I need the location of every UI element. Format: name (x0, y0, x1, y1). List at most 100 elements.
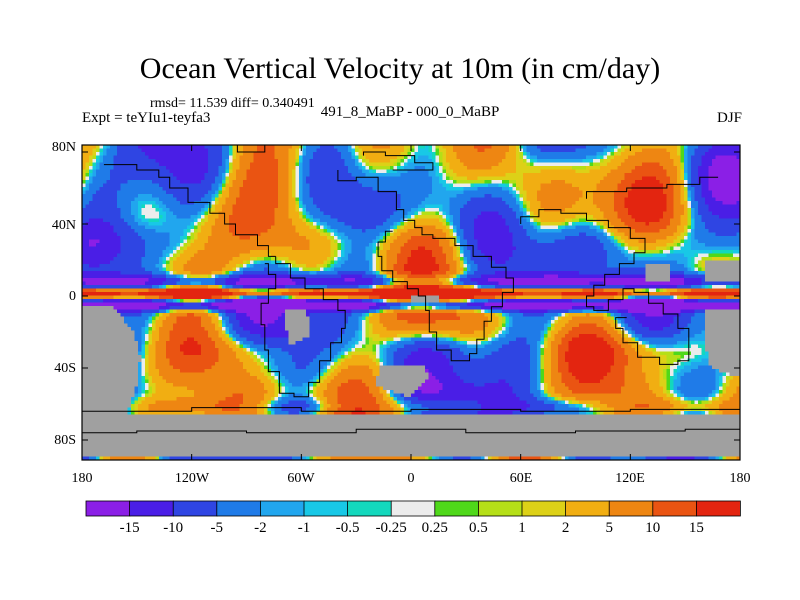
field-cell (467, 208, 471, 212)
field-cell (477, 218, 482, 223)
field-cell (449, 229, 454, 233)
field-cell (232, 173, 237, 177)
field-cell (117, 169, 121, 174)
field-cell (470, 183, 475, 188)
field-cell (708, 187, 713, 191)
field-cell (442, 222, 447, 226)
field-cell (474, 162, 478, 167)
field-cell (316, 236, 321, 240)
field-cell (236, 197, 240, 202)
field-cell (509, 173, 513, 177)
field-cell (726, 218, 730, 223)
field-cell (414, 173, 419, 177)
field-cell (267, 166, 272, 170)
field-cell (89, 155, 93, 160)
field-cell (183, 166, 188, 170)
field-cell (694, 208, 699, 212)
field-cell (645, 215, 650, 219)
field-cell (495, 169, 499, 174)
field-cell (642, 215, 646, 219)
field-cell (166, 225, 170, 230)
field-cell (173, 229, 177, 233)
field-cell (533, 148, 538, 153)
field-cell (194, 183, 198, 188)
field-cell (425, 211, 429, 216)
field-cell (470, 232, 475, 237)
field-cell (260, 211, 265, 216)
field-cell (645, 201, 650, 205)
field-cell (124, 232, 128, 237)
field-cell (194, 190, 198, 195)
field-cell (309, 204, 314, 209)
field-cell (474, 152, 478, 156)
field-cell (596, 204, 601, 209)
field-cell (404, 229, 408, 233)
field-cell (89, 215, 93, 219)
field-cell (117, 183, 121, 188)
field-cell (484, 215, 489, 219)
field-cell (418, 187, 422, 191)
field-cell (229, 166, 233, 170)
field-cell (89, 166, 93, 170)
field-cell (712, 208, 716, 212)
field-cell (285, 208, 289, 212)
field-cell (659, 155, 664, 160)
field-cell (120, 148, 125, 153)
field-cell (726, 197, 730, 202)
field-cell (250, 222, 254, 226)
field-cell (337, 180, 342, 184)
field-cell (701, 229, 706, 233)
field-cell (421, 155, 426, 160)
field-cell (358, 169, 363, 174)
field-cell (183, 187, 188, 191)
field-cell (474, 190, 478, 195)
field-cell (425, 155, 429, 160)
field-cell (197, 176, 202, 181)
field-cell (173, 155, 177, 160)
field-cell (362, 197, 366, 202)
field-cell (232, 155, 237, 160)
field-cell (442, 155, 447, 160)
field-cell (526, 194, 531, 198)
field-cell (299, 197, 303, 202)
field-cell (694, 187, 699, 191)
field-cell (467, 197, 471, 202)
field-cell (656, 187, 660, 191)
field-cell (488, 169, 492, 174)
field-cell (320, 166, 324, 170)
field-cell (124, 166, 128, 170)
field-cell (663, 190, 667, 195)
field-cell (456, 166, 461, 170)
field-cell (460, 208, 464, 212)
field-cell (610, 215, 615, 219)
field-cell (481, 145, 485, 149)
field-cell (313, 201, 317, 205)
field-cell (316, 169, 321, 174)
field-cell (222, 173, 226, 177)
field-cell (211, 208, 216, 212)
field-cell (397, 197, 401, 202)
field-cell (383, 145, 387, 149)
field-cell (82, 159, 86, 163)
field-cell (169, 176, 174, 181)
field-cell (645, 194, 650, 198)
field-cell (719, 197, 723, 202)
field-cell (327, 162, 331, 167)
field-cell (113, 215, 118, 219)
field-cell (341, 222, 345, 226)
field-cell (673, 155, 678, 160)
field-cell (481, 155, 485, 160)
field-cell (218, 180, 223, 184)
field-cell (691, 211, 695, 216)
field-cell (484, 155, 489, 160)
field-cell (176, 190, 181, 195)
field-cell (523, 229, 527, 233)
field-cell (715, 159, 720, 163)
field-cell (554, 211, 559, 216)
field-cell (369, 194, 373, 198)
field-cell (285, 155, 289, 160)
field-cell (600, 166, 604, 170)
field-cell (99, 190, 104, 195)
field-cell (194, 173, 198, 177)
field-cell (642, 148, 646, 153)
